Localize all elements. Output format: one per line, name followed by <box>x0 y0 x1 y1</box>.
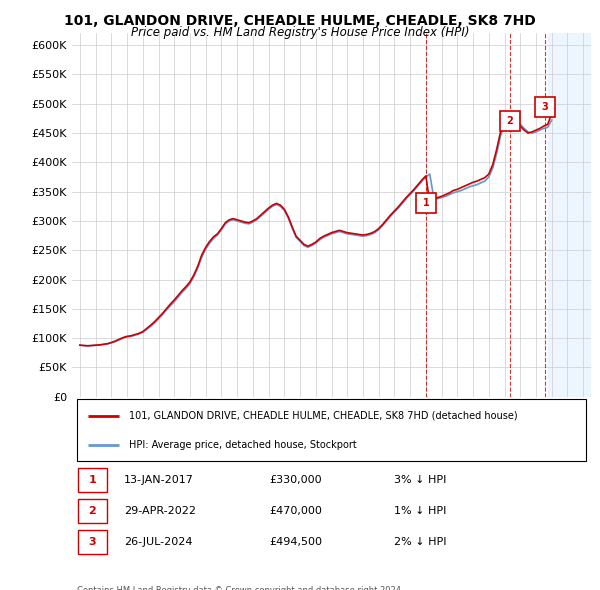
Text: £494,500: £494,500 <box>269 537 322 547</box>
Text: 2% ↓ HPI: 2% ↓ HPI <box>394 537 446 547</box>
FancyBboxPatch shape <box>78 468 107 491</box>
Text: 1% ↓ HPI: 1% ↓ HPI <box>394 506 446 516</box>
Text: Contains HM Land Registry data © Crown copyright and database right 2024.: Contains HM Land Registry data © Crown c… <box>77 585 404 590</box>
Text: 2: 2 <box>88 506 96 516</box>
Text: 1: 1 <box>88 475 96 485</box>
FancyBboxPatch shape <box>78 499 107 523</box>
Text: £470,000: £470,000 <box>269 506 322 516</box>
Text: 101, GLANDON DRIVE, CHEADLE HULME, CHEADLE, SK8 7HD: 101, GLANDON DRIVE, CHEADLE HULME, CHEAD… <box>64 14 536 28</box>
Text: HPI: Average price, detached house, Stockport: HPI: Average price, detached house, Stoc… <box>129 440 357 450</box>
FancyBboxPatch shape <box>78 530 107 554</box>
Text: 101, GLANDON DRIVE, CHEADLE HULME, CHEADLE, SK8 7HD (detached house): 101, GLANDON DRIVE, CHEADLE HULME, CHEAD… <box>129 411 518 421</box>
Text: Price paid vs. HM Land Registry's House Price Index (HPI): Price paid vs. HM Land Registry's House … <box>131 26 469 39</box>
Text: 26-JUL-2024: 26-JUL-2024 <box>124 537 193 547</box>
Text: £330,000: £330,000 <box>269 475 322 485</box>
Text: 29-APR-2022: 29-APR-2022 <box>124 506 196 516</box>
Text: 1: 1 <box>423 198 430 208</box>
Text: 2: 2 <box>506 116 513 126</box>
FancyBboxPatch shape <box>77 399 586 461</box>
Text: 3: 3 <box>88 537 96 547</box>
Text: 3% ↓ HPI: 3% ↓ HPI <box>394 475 446 485</box>
Bar <box>548 34 591 396</box>
Text: 3: 3 <box>542 102 548 112</box>
Text: 13-JAN-2017: 13-JAN-2017 <box>124 475 194 485</box>
